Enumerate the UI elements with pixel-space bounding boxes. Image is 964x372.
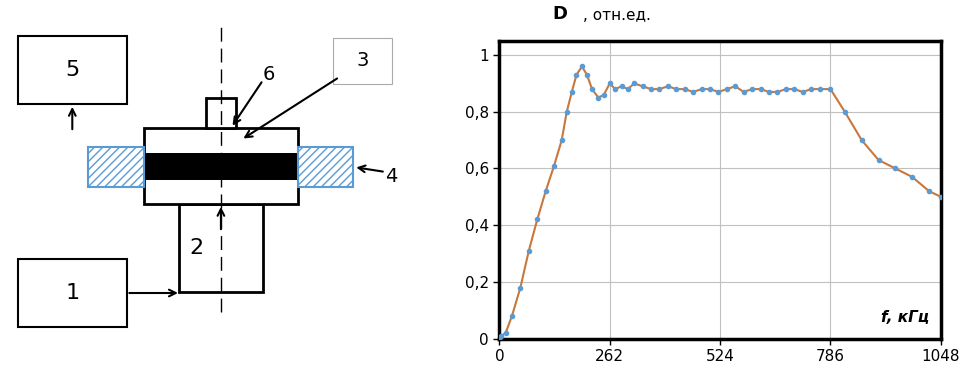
Text: 3: 3	[357, 51, 368, 71]
Bar	[178, 204, 263, 292]
Bar	[334, 38, 391, 84]
Bar	[206, 98, 236, 128]
Text: 1: 1	[66, 283, 79, 303]
Bar	[144, 154, 298, 178]
Text: 2: 2	[190, 238, 203, 258]
Text: 4: 4	[386, 167, 398, 186]
Bar	[18, 36, 126, 104]
Bar	[144, 128, 298, 154]
Bar	[89, 147, 144, 187]
Bar	[298, 147, 354, 187]
Text: , отн.ед.: , отн.ед.	[583, 8, 651, 23]
Text: f, кГц: f, кГц	[881, 310, 929, 325]
Text: 6: 6	[263, 64, 276, 83]
Bar	[18, 259, 126, 327]
Bar	[144, 178, 298, 204]
Text: 5: 5	[66, 60, 79, 80]
Text: D: D	[552, 5, 568, 23]
